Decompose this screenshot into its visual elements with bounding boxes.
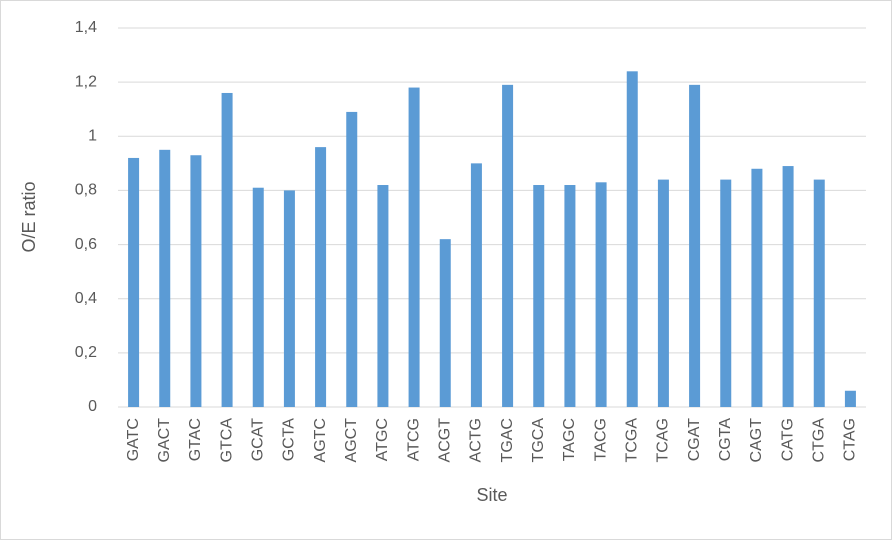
x-tick-label: CAGT [748, 418, 765, 463]
x-tick-label: CGTA [717, 418, 734, 462]
x-tick-label: GTAC [187, 418, 204, 461]
bar [689, 84, 701, 407]
x-tick-label: ATCG [405, 418, 422, 461]
bar [252, 187, 264, 407]
bar [470, 163, 482, 407]
bar [221, 92, 233, 407]
x-axis-title: Site [476, 485, 507, 505]
x-tick-label: ATGC [374, 418, 391, 461]
x-tick-label: TGAC [499, 418, 516, 462]
bar [720, 179, 732, 407]
x-tick-label: CGAT [686, 418, 703, 461]
bar [408, 87, 420, 408]
x-tick-label: GTCA [218, 418, 235, 463]
y-tick-label: 1,2 [75, 73, 97, 90]
y-axis-title: O/E ratio [19, 181, 39, 252]
x-tick-label: TAGC [561, 418, 578, 461]
x-tick-label: CTGA [810, 418, 827, 463]
bar [346, 111, 358, 408]
bar [283, 190, 295, 407]
bar [595, 182, 607, 407]
bar [502, 84, 514, 407]
bar [533, 185, 545, 407]
bar [128, 157, 140, 407]
x-tick-label: TCAG [655, 418, 672, 462]
bar [190, 155, 202, 407]
x-tick-label: ACTG [468, 418, 485, 462]
bar [751, 168, 763, 407]
y-tick-label: 0,2 [75, 344, 97, 361]
y-tick-label: 0,4 [75, 290, 97, 307]
x-tick-label: CTAG [842, 418, 859, 461]
x-tick-label: TACG [592, 418, 609, 461]
y-tick-label: 0 [88, 398, 97, 415]
y-tick-label: 1 [88, 128, 97, 145]
bar [159, 149, 171, 408]
bar [626, 71, 638, 408]
x-tick-label: AGTC [312, 418, 329, 462]
bar [844, 390, 856, 407]
bar [439, 239, 451, 407]
x-tick-label: TCGA [623, 418, 640, 463]
x-tick-label: GCTA [281, 418, 298, 462]
bar [377, 185, 389, 407]
y-tick-label: 0,8 [75, 182, 97, 199]
y-tick-label: 1,4 [75, 19, 97, 36]
bar [657, 179, 669, 407]
x-tick-label: CATG [779, 418, 796, 461]
x-tick-label: AGCT [343, 418, 360, 463]
x-tick-label: ACGT [436, 418, 453, 463]
bar [315, 147, 327, 407]
x-tick-label: GCAT [249, 418, 266, 461]
y-tick-label: 0,6 [75, 236, 97, 253]
x-tick-label: GACT [156, 418, 173, 463]
bar [813, 179, 825, 407]
x-tick-label: TGCA [530, 418, 547, 463]
bar [782, 166, 794, 407]
x-tick-label: GATC [125, 418, 142, 461]
bar [564, 185, 576, 407]
